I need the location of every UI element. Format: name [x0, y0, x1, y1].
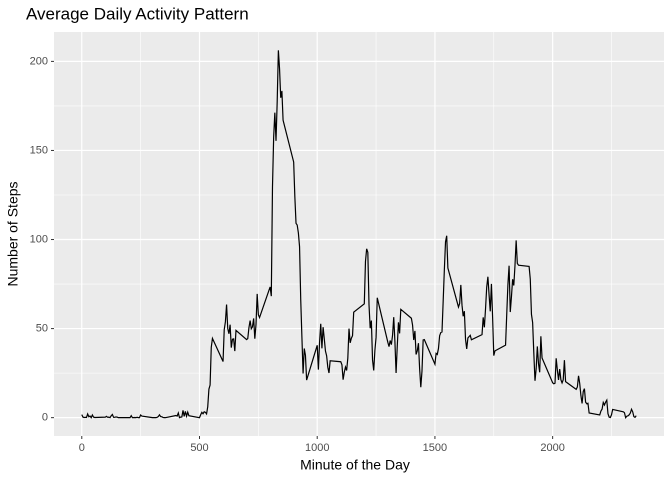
x-axis-title: Minute of the Day — [300, 457, 410, 473]
panel — [54, 32, 664, 436]
y-tick-label: 150 — [30, 144, 48, 156]
y-tick-label: 50 — [36, 322, 48, 334]
y-tick-label: 100 — [30, 233, 48, 245]
x-tick-label: 500 — [190, 442, 208, 454]
y-axis-title: Number of Steps — [5, 181, 21, 286]
y-tick-label: 200 — [30, 55, 48, 67]
x-tick-label: 1500 — [423, 442, 447, 454]
x-tick-label: 1000 — [305, 442, 329, 454]
line — [81, 50, 637, 419]
x-tick-label: 2000 — [540, 442, 564, 454]
chart-title: Average Daily Activity Pattern — [26, 4, 249, 23]
y-tick-label: 0 — [42, 412, 48, 424]
x-tick-label: 0 — [79, 442, 85, 454]
